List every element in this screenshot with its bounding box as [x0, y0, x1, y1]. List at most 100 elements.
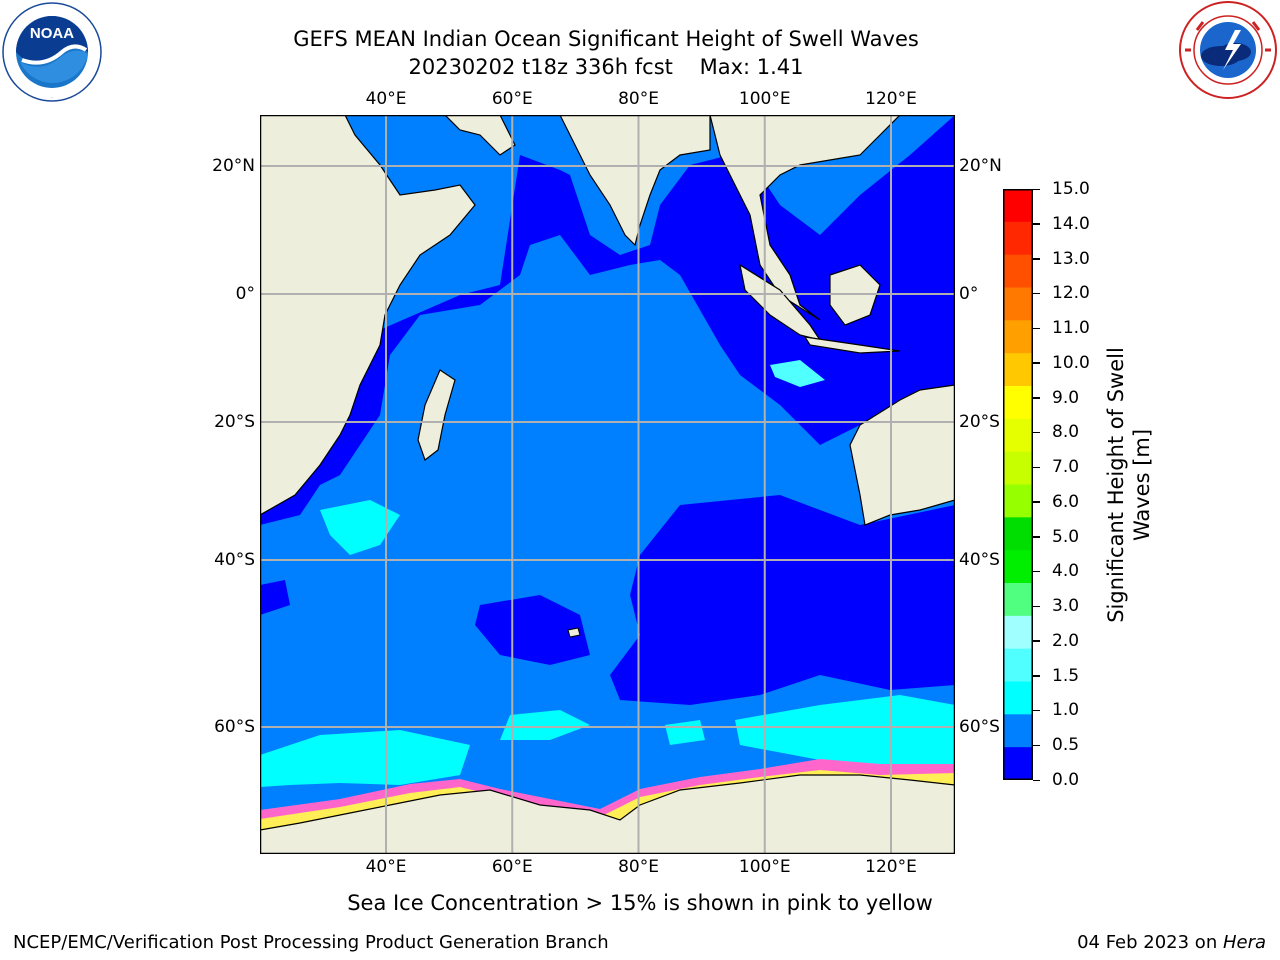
map-title: GEFS MEAN Indian Ocean Significant Heigh… — [293, 27, 919, 51]
colorbar-level-label: 1.5 — [1052, 665, 1080, 686]
indian-ocean-map — [260, 115, 955, 854]
land-australia — [849, 384, 955, 526]
lon-tick-top: 40°E — [365, 89, 407, 109]
lat-tick-left: 0° — [235, 284, 255, 304]
colorbar-level-label: 11.0 — [1052, 318, 1090, 339]
colorbar-swatch — [1003, 254, 1033, 288]
noaa-logo: NOAA · — [2, 2, 102, 102]
colorbar-level-label: 6.0 — [1052, 491, 1080, 512]
colorbar-tick — [1033, 431, 1040, 434]
lon-tick-bottom: 60°E — [491, 857, 533, 877]
colorbar-tick — [1033, 466, 1040, 469]
colorbar-swatch — [1003, 451, 1033, 485]
colorbar-level-label: 10.0 — [1052, 352, 1090, 373]
footer-date-text: 04 Feb 2023 on — [1077, 932, 1223, 953]
colorbar-tick — [1033, 779, 1040, 781]
colorbar-level-label: 14.0 — [1052, 213, 1090, 234]
colorbar-level-label: 15.0 — [1052, 179, 1090, 199]
colorbar-level-label: 9.0 — [1052, 387, 1080, 408]
colorbar-swatch — [1003, 287, 1033, 321]
colorbar-tick — [1033, 501, 1040, 503]
colorbar-level-label: 13.0 — [1052, 248, 1090, 269]
colorbar-swatch — [1003, 320, 1033, 354]
swell-patch-mid — [500, 710, 590, 740]
lon-tick-bottom: 80°E — [618, 857, 659, 877]
colorbar-tick — [1033, 709, 1040, 712]
colorbar-swatch — [1003, 550, 1033, 584]
colorbar-level-label: 7.0 — [1052, 457, 1080, 478]
colorbar-level-label: 0.5 — [1052, 735, 1080, 756]
colorbar-level-label: 2.0 — [1052, 630, 1080, 651]
colorbar-frame — [1003, 189, 1033, 780]
lat-tick-right: 0° — [959, 284, 979, 304]
footer-machine: Hera — [1222, 932, 1266, 953]
colorbar-swatch — [1003, 386, 1033, 420]
deep-blue-north — [260, 115, 955, 525]
deep-blue-kerguelen — [475, 595, 590, 665]
land-arabia — [444, 115, 516, 156]
lon-tick-bottom: 40°E — [365, 857, 407, 877]
lon-tick-top: 60°E — [491, 89, 533, 109]
map-frame — [260, 115, 955, 854]
colorbar-level-label: 1.0 — [1052, 700, 1080, 721]
lat-tick-left: 60°S — [214, 717, 255, 737]
colorbar-tick — [1033, 362, 1040, 364]
colorbar-swatch — [1003, 681, 1033, 715]
colorbar-level-label: 4.0 — [1052, 561, 1080, 582]
colorbar-swatch — [1003, 484, 1033, 518]
swell-band-west — [260, 730, 470, 787]
deep-blue-west — [260, 580, 290, 615]
gridlines — [260, 115, 955, 854]
colorbar-swatch — [1003, 583, 1033, 617]
colorbar-level-label: 3.0 — [1052, 596, 1080, 617]
colorbar-level-label: 0.0 — [1052, 770, 1080, 790]
lat-tick-left: 20°S — [214, 412, 255, 432]
colorbar-level-label: 8.0 — [1052, 422, 1080, 443]
colorbar-tick — [1033, 605, 1040, 608]
colorbar-tick — [1033, 327, 1040, 330]
colorbar-swatch — [1003, 648, 1033, 682]
colorbar-level-label: 5.0 — [1052, 526, 1080, 547]
colorbar-title: Significant Height of Swell Waves [m] — [1104, 347, 1154, 623]
map-subtitle: 20230202 t18z 336h fcst Max: 1.41 — [408, 55, 804, 79]
colorbar-tick — [1033, 223, 1040, 225]
footer-credit: NCEP/EMC/Verification Post Processing Pr… — [13, 932, 609, 953]
colorbar-swatch — [1003, 189, 1033, 223]
colorbar-tick — [1033, 536, 1040, 538]
lat-tick-right: 60°S — [959, 717, 1000, 737]
lon-tick-top: 100°E — [738, 89, 791, 109]
lon-tick-top: 120°E — [865, 89, 917, 109]
sea-ice-pink — [260, 759, 955, 819]
colorbar-tick — [1033, 292, 1040, 295]
lat-tick-right: 20°N — [959, 156, 1002, 176]
svg-text:NOAA: NOAA — [30, 25, 74, 42]
land-india — [559, 115, 711, 247]
colorbar-swatch — [1003, 517, 1033, 551]
land-java — [803, 336, 901, 354]
land-madagascar — [417, 369, 456, 461]
colorbar-swatch — [1003, 221, 1033, 256]
lat-tick-right: 40°S — [959, 550, 1000, 570]
colorbar-tick — [1033, 188, 1040, 190]
colorbar-tick — [1033, 744, 1040, 747]
colorbar-swatch — [1003, 353, 1033, 387]
colorbar-tick — [1033, 258, 1040, 260]
footer-date: 04 Feb 2023 on Hera — [1077, 932, 1266, 953]
lon-tick-top: 80°E — [618, 89, 659, 109]
sea-ice-caption: Sea Ice Concentration > 15% is shown in … — [347, 891, 933, 915]
nws-logo — [1179, 1, 1277, 99]
swell-patch-west — [320, 500, 400, 555]
colorbar-tick — [1033, 640, 1040, 642]
colorbar-tick — [1033, 675, 1040, 677]
colorbar-tick — [1033, 397, 1040, 399]
land-kerguelen — [567, 627, 581, 638]
colorbar-swatch — [1003, 747, 1033, 780]
land-antarctica — [260, 774, 955, 854]
colorbar-tick — [1033, 570, 1040, 573]
colorbar-swatch — [1003, 418, 1033, 453]
lat-tick-right: 20°S — [959, 412, 1000, 432]
lon-tick-bottom: 100°E — [738, 857, 791, 877]
swell-patch-central — [770, 360, 825, 387]
colorbar-level-label: 12.0 — [1052, 283, 1090, 304]
colorbar-swatch — [1003, 615, 1033, 650]
